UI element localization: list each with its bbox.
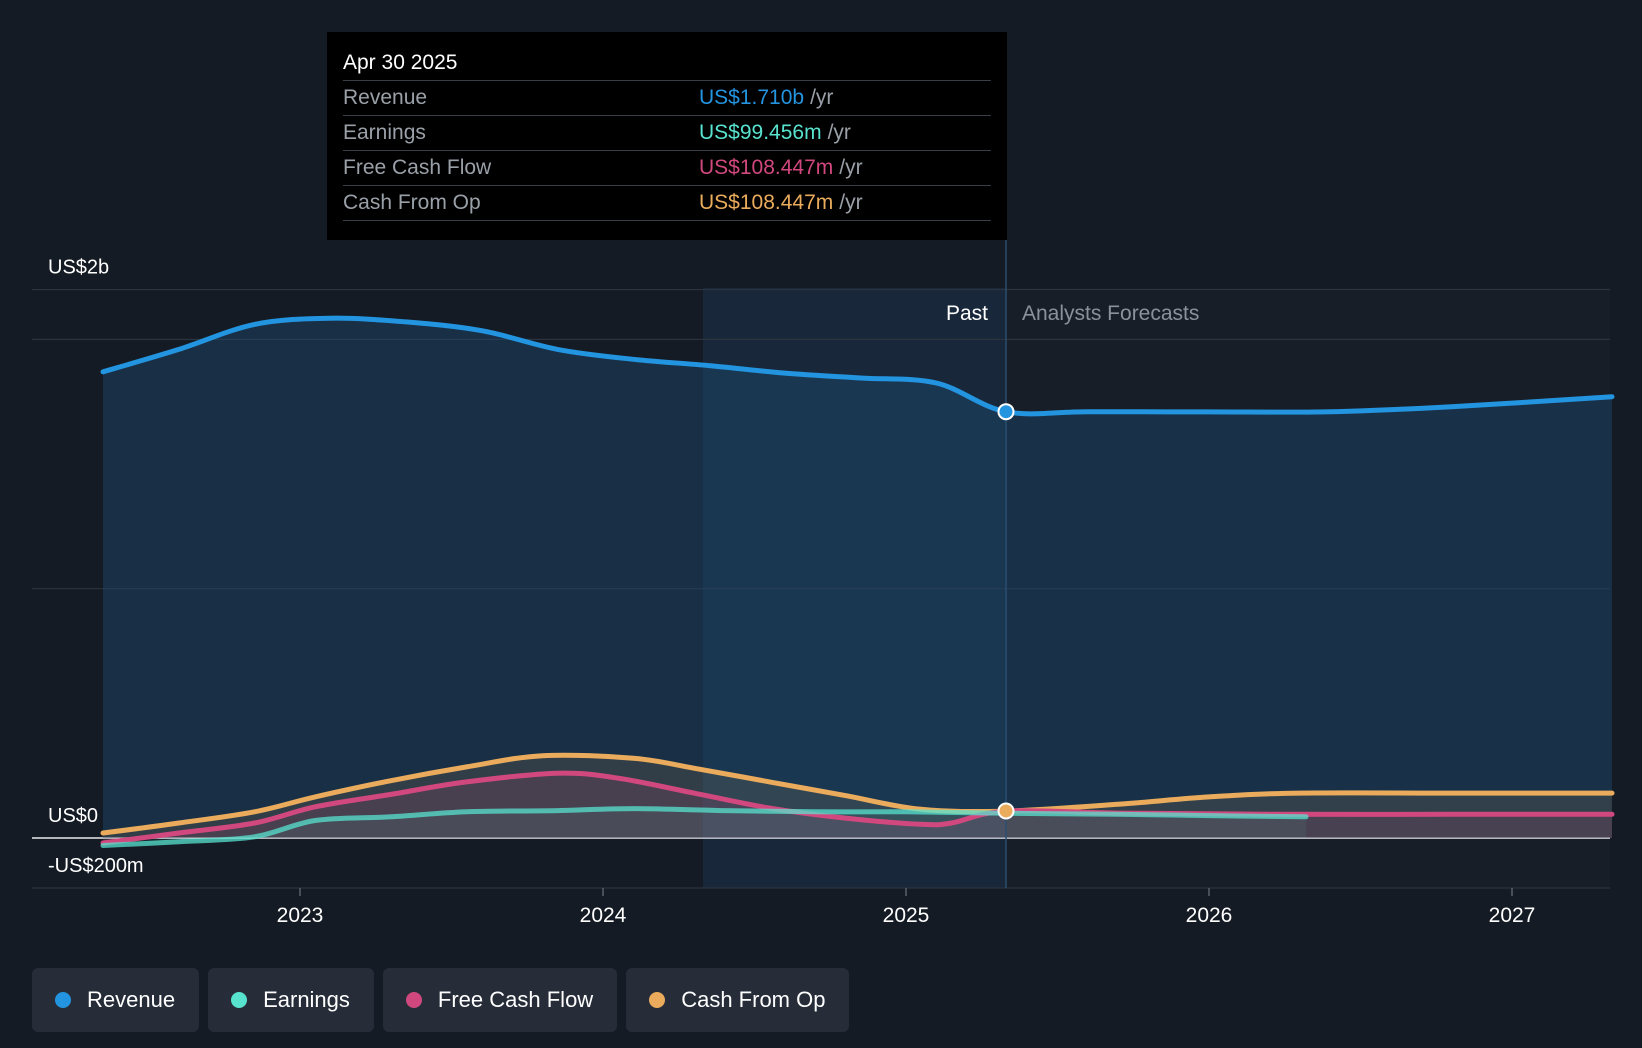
series-lines: [100, 315, 1615, 848]
x-axis: 2023 2024 2025 2026 2027: [277, 888, 1536, 927]
tooltip-value: US$108.447m: [699, 156, 834, 179]
legend-dot-icon: [649, 992, 666, 1008]
past-label: Past: [946, 302, 988, 325]
tooltip-value: US$108.447m: [699, 191, 834, 214]
tooltip-row-free-cash-flow: Free Cash Flow US$108.447m /yr: [343, 150, 991, 185]
legend-label: Revenue: [87, 987, 176, 1012]
legend-dot-icon: [55, 992, 71, 1008]
tooltip-date: Apr 30 2025: [343, 51, 458, 74]
highlight-points: [997, 403, 1015, 820]
legend-item-earnings[interactable]: Earnings: [208, 968, 374, 1032]
cash-from-op-point[interactable]: [997, 802, 1015, 820]
legend-label: Free Cash Flow: [437, 987, 594, 1012]
x-tick-label: 2027: [1489, 904, 1536, 927]
tooltip-label: Revenue: [343, 86, 428, 109]
chart: 2023 2024 2025 2026 2027 US$2b US$0 -US$200m P…: [32, 240, 1615, 927]
tooltip-row-cash-from-op: Cash From Op US$108.447m /yr: [343, 185, 991, 221]
revenue-area: [103, 318, 1612, 838]
legend-label: Cash From Op: [681, 987, 826, 1012]
tooltip-label: Earnings: [343, 121, 426, 144]
tooltip-row-earnings: Earnings US$99.456m /yr: [343, 115, 991, 150]
tooltip-unit: /yr: [839, 156, 863, 179]
cash-from-op-line: [100, 752, 1615, 836]
y-tick-label: US$0: [48, 805, 98, 827]
earnings-line: [100, 806, 1309, 848]
legend: Revenue Earnings Free Cash Flow Cash Fro…: [32, 968, 850, 1032]
tooltip-label: Cash From Op: [343, 191, 481, 214]
legend-dot-icon: [231, 992, 248, 1008]
free-cash-flow-area: [103, 773, 1612, 843]
revenue-point[interactable]: [997, 403, 1015, 421]
legend-item-free-cash-flow[interactable]: Free Cash Flow: [382, 968, 618, 1032]
y-tick-label: -US$200m: [48, 855, 144, 877]
tooltip-value: US$99.456m: [699, 121, 822, 144]
y-axis: US$2b US$0 -US$200m: [48, 257, 144, 877]
tooltip-unit: /yr: [827, 121, 851, 144]
gridlines: [32, 288, 1610, 889]
tooltip: Apr 30 2025 Revenue US$1.710b /yr Earnin…: [327, 32, 1007, 240]
legend-label: Earnings: [263, 987, 350, 1012]
tooltip-unit: /yr: [839, 191, 863, 214]
revenue-line: [100, 315, 1615, 417]
legend-item-revenue[interactable]: Revenue: [32, 968, 200, 1032]
y-tick-label: US$2b: [48, 257, 109, 279]
tooltip-row-revenue: Revenue US$1.710b /yr: [343, 80, 991, 115]
tooltip-value: US$1.710b: [699, 86, 805, 109]
x-tick-label: 2026: [1186, 904, 1233, 927]
forecast-label: Analysts Forecasts: [1022, 302, 1199, 325]
x-tick-label: 2024: [580, 904, 627, 927]
legend-dot-icon: [405, 992, 422, 1008]
legend-item-cash-from-op[interactable]: Cash From Op: [626, 968, 850, 1032]
tooltip-unit: /yr: [810, 86, 834, 109]
x-tick-label: 2025: [883, 904, 930, 927]
tooltip-label: Free Cash Flow: [343, 156, 492, 179]
x-tick-label: 2023: [277, 904, 324, 927]
